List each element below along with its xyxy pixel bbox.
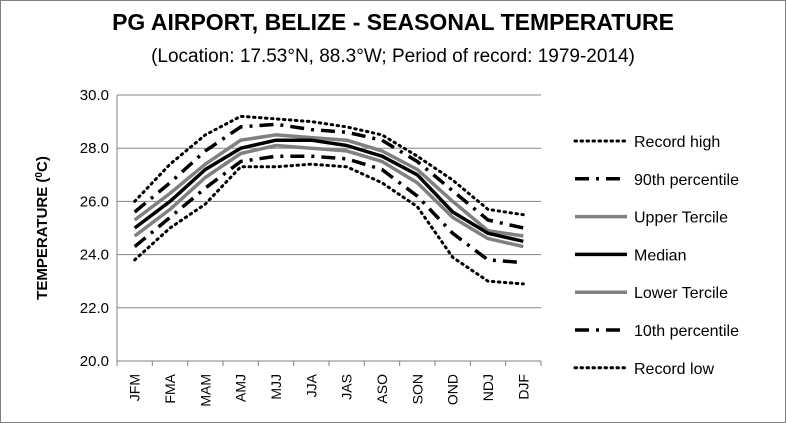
x-tick-label: JAS [339, 374, 355, 400]
y-tick-label: 30.0 [80, 87, 109, 104]
y-tick-labels: 20.0 22.0 24.0 26.0 28.0 30.0 [80, 87, 109, 370]
legend-label: 10th percentile [634, 323, 739, 340]
legend-label: Lower Tercile [634, 285, 728, 302]
legend-label: Upper Tercile [634, 210, 728, 227]
series-line-record-high [133, 114, 525, 217]
chart-subtitle: (Location: 17.53°N, 88.3°W; Period of re… [151, 46, 635, 67]
x-tick-label: NDJ [480, 374, 496, 401]
x-tick-label: AMJ [233, 374, 249, 402]
x-tick-label: OND [445, 374, 461, 405]
y-tick-label: 24.0 [80, 247, 109, 264]
y-tick-label: 22.0 [80, 300, 109, 317]
series-line-lower-tercile [133, 143, 524, 249]
series-line-median [133, 138, 524, 244]
x-tick-label: JJA [303, 373, 319, 397]
x-tick-label: DJF [515, 374, 531, 400]
y-tick-label: 26.0 [80, 193, 109, 210]
legend-label: Record high [634, 134, 720, 151]
x-tick-label: SON [409, 374, 425, 404]
x-tick-label: MJJ [268, 374, 284, 400]
chart-title: PG AIRPORT, BELIZE - SEASONAL TEMPERATUR… [112, 9, 674, 35]
x-tick-label: ASO [374, 374, 390, 404]
x-tick-label: JFM [127, 374, 143, 401]
y-tick-label: 28.0 [80, 140, 109, 157]
gridlines [116, 94, 542, 366]
series-line-10th-percentile [133, 154, 524, 265]
series-lines [133, 114, 525, 286]
series-line-90th-percentile [133, 122, 524, 230]
y-axis-label: TEMPERATURE (0C) [34, 156, 51, 300]
series-line-upper-tercile [133, 133, 524, 238]
x-tick-labels: JFM FMA MAM AMJ MJJ JJA JAS ASO SON OND NDJ DJF [127, 373, 532, 406]
y-tick-label: 20.0 [80, 353, 109, 370]
x-tick-label: FMA [162, 373, 178, 403]
legend: Record high 90th percentile Upper Tercile M… [573, 134, 739, 378]
legend-label: Median [634, 247, 686, 264]
legend-label: 90th percentile [634, 172, 739, 189]
legend-label: Record low [634, 361, 714, 378]
series-line-record-low [133, 162, 525, 286]
x-tick-label: MAM [197, 374, 213, 407]
